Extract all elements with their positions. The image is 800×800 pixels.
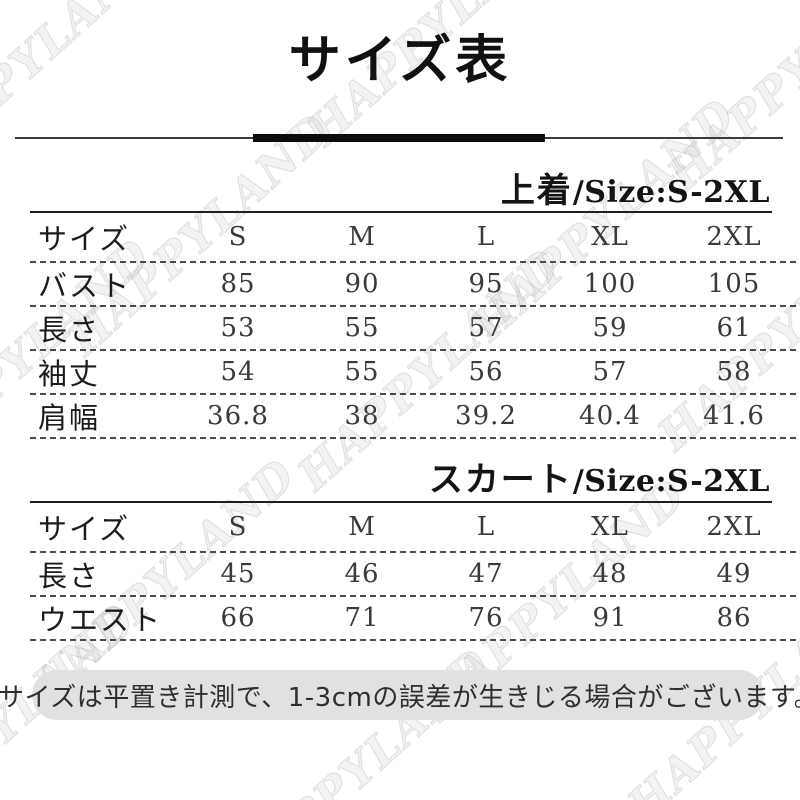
cell-value: 39.2 — [455, 401, 517, 431]
column-header: 2XL — [706, 512, 762, 542]
cell-value: 57 — [468, 313, 504, 343]
table-row: 長さ 53 55 57 59 61 — [30, 307, 796, 351]
row-label: 長さ — [38, 559, 101, 593]
skirt-section-heading: スカート/Size:S-2XL — [429, 452, 770, 501]
row-label: サイズ — [38, 512, 131, 546]
cell-value: 90 — [344, 269, 380, 299]
jacket-size-table: サイズ S M L XL 2XL バスト 85 90 95 100 105 長さ… — [30, 211, 796, 439]
cell-value: 76 — [468, 603, 504, 633]
table-row: 肩幅 36.8 38 39.2 40.4 41.6 — [30, 395, 796, 439]
jacket-section-heading: 上着/Size:S-2XL — [501, 163, 770, 212]
cell-value: 95 — [468, 269, 504, 299]
row-label: 長さ — [38, 313, 101, 347]
jacket-heading-size: /Size:S-2XL — [572, 175, 770, 210]
cell-value: 41.6 — [703, 401, 765, 431]
measurement-note-bar: ※サイズは平置き計測で、1-3cmの誤差が生きじる場合がございます。 — [0, 670, 800, 720]
table-header-row: サイズ S M L XL 2XL — [30, 503, 796, 553]
cell-value: 45 — [220, 559, 256, 589]
cell-value: 36.8 — [207, 401, 269, 431]
cell-value: 49 — [716, 559, 752, 589]
cell-value: 58 — [716, 357, 752, 387]
jacket-heading-label: 上着 — [500, 171, 573, 211]
title-divider-stroke — [253, 134, 545, 142]
cell-value: 85 — [220, 269, 256, 299]
row-label: バスト — [38, 269, 132, 303]
skirt-heading-label: スカート — [428, 460, 573, 500]
column-header: M — [348, 512, 376, 542]
table-row: 長さ 45 46 47 48 49 — [30, 553, 796, 597]
cell-value: 46 — [344, 559, 380, 589]
cell-value: 86 — [716, 603, 752, 633]
cell-value: 57 — [592, 357, 628, 387]
table-header-row: サイズ S M L XL 2XL — [30, 213, 796, 263]
column-header: 2XL — [706, 222, 762, 252]
column-header: S — [228, 512, 248, 542]
cell-value: 100 — [583, 269, 637, 299]
cell-value: 71 — [344, 603, 380, 633]
page-title: サイズ表 — [288, 30, 512, 91]
measurement-note-text: ※サイズは平置き計測で、1-3cmの誤差が生きじる場合がございます。 — [0, 682, 800, 713]
cell-value: 55 — [344, 313, 380, 343]
table-row: 袖丈 54 55 56 57 58 — [30, 351, 796, 395]
column-header: S — [228, 222, 248, 252]
column-header: XL — [591, 222, 629, 252]
cell-value: 55 — [344, 357, 380, 387]
cell-value: 59 — [592, 313, 628, 343]
row-label: 袖丈 — [38, 357, 101, 391]
table-top-line — [30, 211, 772, 213]
skirt-heading-size: /Size:S-2XL — [572, 464, 770, 499]
column-header: L — [476, 512, 496, 542]
row-label: 肩幅 — [38, 401, 101, 435]
table-top-line — [30, 501, 772, 503]
skirt-size-table: サイズ S M L XL 2XL 長さ 45 46 47 48 49 ウエスト … — [30, 501, 796, 641]
table-row: ウエスト 66 71 76 91 86 — [30, 597, 796, 641]
cell-value: 38 — [344, 401, 380, 431]
cell-value: 61 — [716, 313, 752, 343]
column-header: L — [476, 222, 496, 252]
row-label: ウエスト — [38, 603, 163, 637]
table-row: バスト 85 90 95 100 105 — [30, 263, 796, 307]
cell-value: 56 — [468, 357, 504, 387]
cell-value: 47 — [468, 559, 504, 589]
row-label: サイズ — [38, 222, 131, 256]
cell-value: 91 — [592, 603, 628, 633]
cell-value: 66 — [220, 603, 256, 633]
cell-value: 54 — [220, 357, 256, 387]
cell-value: 40.4 — [579, 401, 641, 431]
cell-value: 105 — [707, 269, 761, 299]
cell-value: 48 — [592, 559, 628, 589]
column-header: M — [348, 222, 376, 252]
cell-value: 53 — [220, 313, 256, 343]
column-header: XL — [591, 512, 629, 542]
